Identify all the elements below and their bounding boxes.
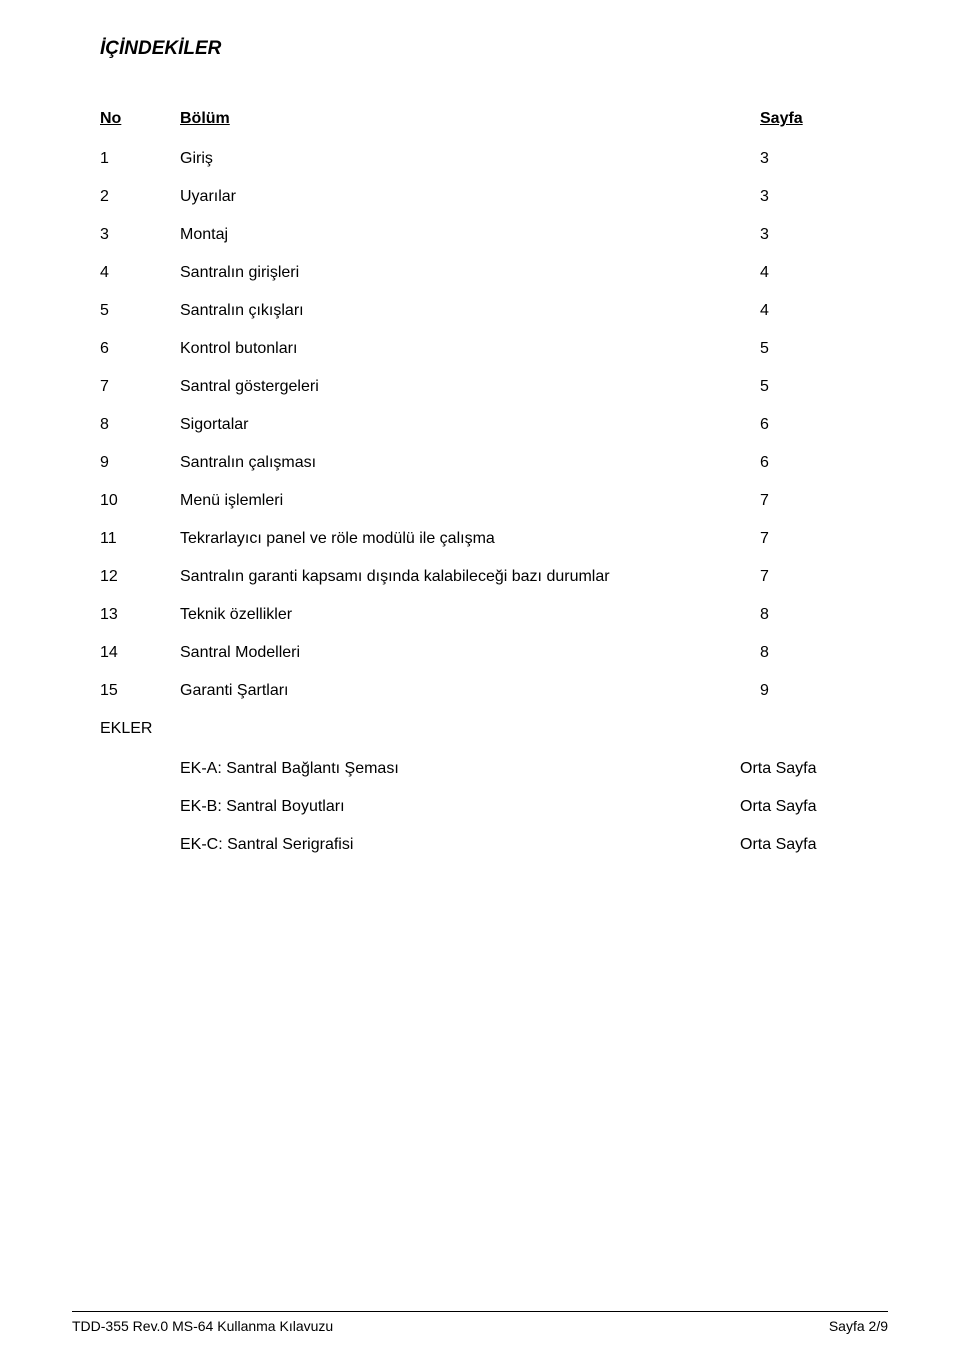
toc-row-label: Giriş [180, 150, 760, 168]
toc-row-label: Santralın girişleri [180, 264, 760, 282]
toc-row-page: 4 [760, 264, 860, 282]
toc-row-no: 8 [100, 416, 180, 434]
toc-row-page: 5 [760, 378, 860, 396]
toc-row-page: 8 [760, 606, 860, 624]
toc-row-no: 11 [100, 530, 180, 548]
toc-row-no: 13 [100, 606, 180, 624]
toc-row-label: Montaj [180, 226, 760, 244]
appendix-row-page: Orta Sayfa [740, 760, 860, 778]
toc-row-page: 9 [760, 682, 860, 700]
footer-divider [72, 1311, 888, 1312]
footer-text-row: TDD-355 Rev.0 MS-64 Kullanma Kılavuzu Sa… [72, 1318, 888, 1334]
toc-row: 2Uyarılar3 [100, 188, 860, 206]
toc-row-label: Kontrol butonları [180, 340, 760, 358]
footer-right: Sayfa 2/9 [829, 1318, 888, 1334]
toc-row-page: 6 [760, 416, 860, 434]
toc-row-page: 6 [760, 454, 860, 472]
toc-row-no: 7 [100, 378, 180, 396]
page-content: İÇİNDEKİLER No Bölüm Sayfa 1Giriş32Uyarı… [0, 0, 960, 854]
toc-row-page: 3 [760, 226, 860, 244]
toc-row-no: 9 [100, 454, 180, 472]
toc-row-label: Santralın çalışması [180, 454, 760, 472]
toc-row-no: 5 [100, 302, 180, 320]
toc-row: 13Teknik özellikler8 [100, 606, 860, 624]
toc-row: 12Santralın garanti kapsamı dışında kala… [100, 568, 860, 586]
page-footer: TDD-355 Rev.0 MS-64 Kullanma Kılavuzu Sa… [0, 1311, 960, 1334]
appendix-row-label: EK-C: Santral Serigrafisi [180, 836, 740, 854]
toc-row-page: 4 [760, 302, 860, 320]
toc-row-page: 5 [760, 340, 860, 358]
toc-row-label: Santral göstergeleri [180, 378, 760, 396]
toc-row: 14Santral Modelleri8 [100, 644, 860, 662]
toc-row: 3Montaj3 [100, 226, 860, 244]
appendix-row-label: EK-B: Santral Boyutları [180, 798, 740, 816]
toc-row-no: 14 [100, 644, 180, 662]
toc-row: 15Garanti Şartları9 [100, 682, 860, 700]
toc-header-no: No [100, 110, 180, 128]
appendix-row-page: Orta Sayfa [740, 798, 860, 816]
toc-row-label: Santralın garanti kapsamı dışında kalabi… [180, 568, 760, 586]
toc-row-label: Garanti Şartları [180, 682, 760, 700]
toc-row: 4Santralın girişleri4 [100, 264, 860, 282]
toc-row-label: Sigortalar [180, 416, 760, 434]
appendices-header: EKLER [100, 720, 860, 738]
toc-row-no: 1 [100, 150, 180, 168]
appendix-row-label: EK-A: Santral Bağlantı Şeması [180, 760, 740, 778]
toc-row-label: Menü işlemleri [180, 492, 760, 510]
toc-header-bolum: Bölüm [180, 110, 760, 128]
toc-row: 1Giriş3 [100, 150, 860, 168]
toc-row-no: 6 [100, 340, 180, 358]
toc-row-label: Tekrarlayıcı panel ve röle modülü ile ça… [180, 530, 760, 548]
toc-row-label: Santral Modelleri [180, 644, 760, 662]
toc-list: 1Giriş32Uyarılar33Montaj34Santralın giri… [100, 150, 860, 700]
toc-header-sayfa: Sayfa [760, 110, 860, 128]
toc-row: 9Santralın çalışması6 [100, 454, 860, 472]
toc-row-label: Teknik özellikler [180, 606, 760, 624]
appendix-row-page: Orta Sayfa [740, 836, 860, 854]
toc-row-no: 15 [100, 682, 180, 700]
toc-row-page: 7 [760, 530, 860, 548]
toc-row-label: Santralın çıkışları [180, 302, 760, 320]
appendix-row: EK-C: Santral SerigrafisiOrta Sayfa [100, 836, 860, 854]
toc-header-row: No Bölüm Sayfa [100, 110, 860, 128]
toc-row-page: 7 [760, 492, 860, 510]
toc-row-no: 10 [100, 492, 180, 510]
toc-row-page: 3 [760, 188, 860, 206]
toc-row: 7Santral göstergeleri5 [100, 378, 860, 396]
toc-row: 11Tekrarlayıcı panel ve röle modülü ile … [100, 530, 860, 548]
appendices-list: EK-A: Santral Bağlantı ŞemasıOrta SayfaE… [100, 760, 860, 854]
toc-row-label: Uyarılar [180, 188, 760, 206]
toc-row-no: 4 [100, 264, 180, 282]
toc-row-page: 7 [760, 568, 860, 586]
toc-row-page: 3 [760, 150, 860, 168]
toc-row: 6Kontrol butonları5 [100, 340, 860, 358]
toc-row: 5Santralın çıkışları4 [100, 302, 860, 320]
footer-left: TDD-355 Rev.0 MS-64 Kullanma Kılavuzu [72, 1318, 333, 1334]
toc-row-no: 3 [100, 226, 180, 244]
toc-row: 10Menü işlemleri7 [100, 492, 860, 510]
toc-row-page: 8 [760, 644, 860, 662]
toc-row: 8Sigortalar6 [100, 416, 860, 434]
appendix-row: EK-B: Santral BoyutlarıOrta Sayfa [100, 798, 860, 816]
appendix-row: EK-A: Santral Bağlantı ŞemasıOrta Sayfa [100, 760, 860, 778]
toc-row-no: 12 [100, 568, 180, 586]
toc-row-no: 2 [100, 188, 180, 206]
page-title: İÇİNDEKİLER [100, 38, 860, 60]
